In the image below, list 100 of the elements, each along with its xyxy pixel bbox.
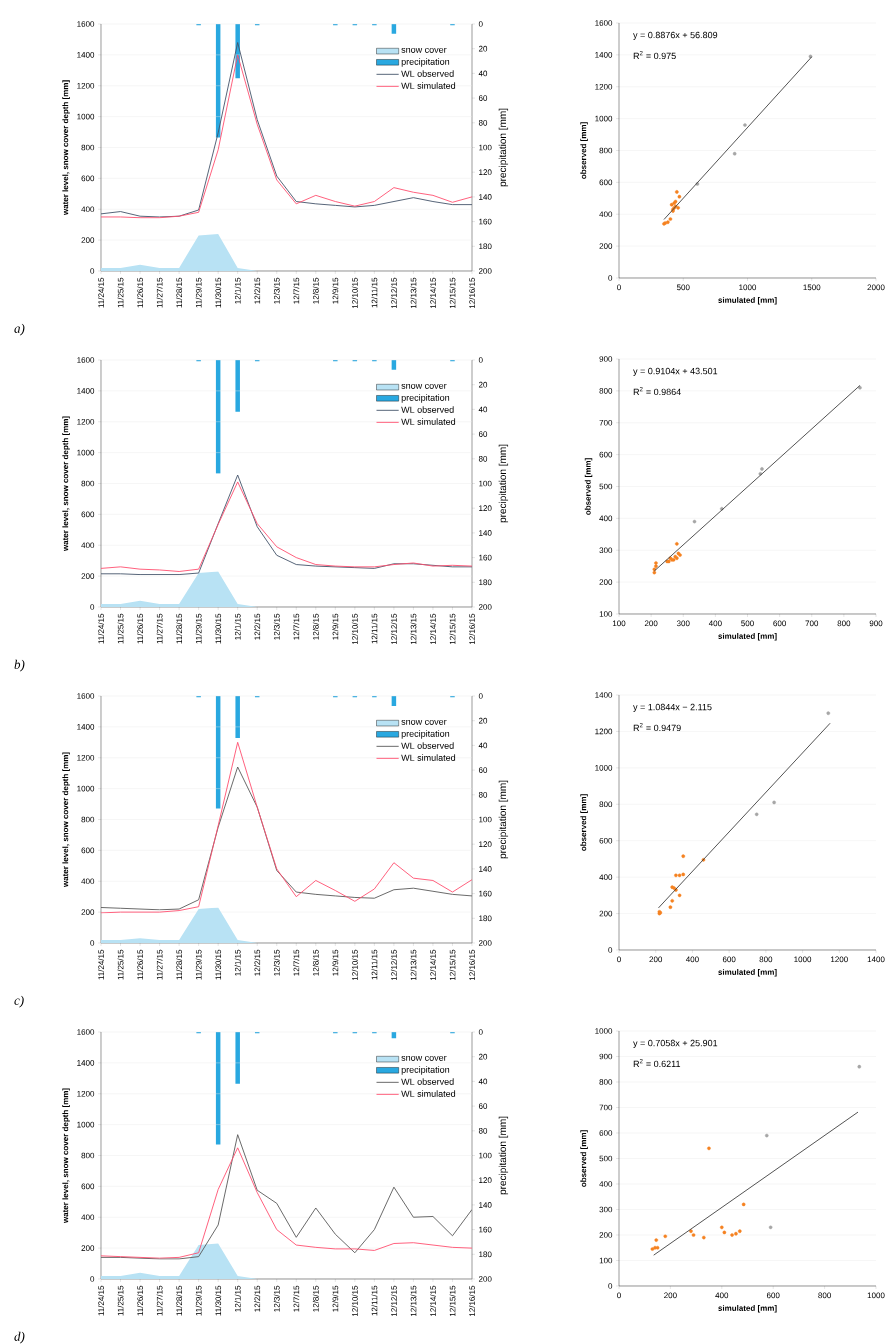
x-tick-label: 12/15/15 <box>449 613 456 645</box>
y-tick-label: 900 <box>599 1053 613 1060</box>
y-tick-label: 0 <box>90 940 95 946</box>
y-tick-label: 800 <box>599 388 613 394</box>
y-tick-label: 800 <box>599 801 613 808</box>
legend-label: WL simulated <box>401 418 456 425</box>
x-tick-label: 11/25/15 <box>117 1285 124 1316</box>
y-tick-label: 1400 <box>77 52 95 58</box>
y2-axis-title: precipitation [mm] <box>498 1116 509 1195</box>
y-tick-label: 800 <box>599 1079 613 1085</box>
annotation: y = 0.9104x + 43.501 <box>633 367 718 376</box>
x-axis-title: simulated [mm] <box>718 1305 777 1313</box>
y2-tick-label: 140 <box>479 1202 492 1208</box>
x-tick-label: 12/9/15 <box>332 613 339 640</box>
y-tick-label: 800 <box>599 147 613 154</box>
y2-tick-label: 80 <box>478 791 488 798</box>
y-tick-label: 1000 <box>77 1121 95 1128</box>
y-tick-label: 1400 <box>595 692 613 698</box>
x-tick-label: 12/13/15 <box>410 1285 417 1317</box>
x-tick-label: 600 <box>773 620 786 627</box>
y-tick-label: 0 <box>90 1276 95 1282</box>
x-tick-label: 800 <box>837 620 851 627</box>
y-tick-label: 600 <box>599 1130 613 1136</box>
x-tick-label: 200 <box>644 620 658 627</box>
x-tick-label: 12/3/15 <box>273 1285 280 1312</box>
y-tick-label: 1400 <box>77 1060 95 1066</box>
y2-axis-title: precipitation [mm] <box>498 444 509 523</box>
x-axis-title: simulated [mm] <box>718 297 777 305</box>
y-tick-label: 1600 <box>77 21 95 27</box>
x-tick-label: 0 <box>617 956 621 963</box>
x-tick-label: 11/25/15 <box>117 949 124 980</box>
y2-tick-label: 100 <box>479 144 492 151</box>
legend-label: WL observed <box>401 70 454 77</box>
y2-tick-label: 60 <box>478 431 488 437</box>
y2-tick-label: 20 <box>478 381 488 388</box>
y2-tick-label: 180 <box>479 579 492 586</box>
y2-tick-label: 0 <box>478 1029 483 1035</box>
x-tick-label: 0 <box>617 1292 621 1299</box>
x-tick-label: 11/29/15 <box>195 949 202 980</box>
x-tick-label: 12/3/15 <box>273 277 280 304</box>
x-tick-label: 1000 <box>739 284 757 291</box>
y-tick-label: 1000 <box>595 1028 613 1034</box>
y-axis-title: observed [mm] <box>584 458 593 515</box>
y2-tick-label: 60 <box>478 1103 488 1109</box>
x-tick-label: 400 <box>685 956 699 963</box>
x-tick-label: 400 <box>715 1292 729 1299</box>
legend-label: WL simulated <box>401 1090 456 1097</box>
x-tick-label: 12/11/15 <box>371 613 378 644</box>
y-tick-label: 1400 <box>77 724 95 730</box>
x-tick-label: 11/27/15 <box>156 949 163 980</box>
legend-label: precipitation <box>401 730 450 739</box>
x-tick-label: 12/9/15 <box>332 1285 339 1312</box>
x-tick-label: 12/11/15 <box>371 1285 378 1316</box>
y2-tick-label: 40 <box>478 70 488 77</box>
x-tick-label: 200 <box>664 1292 677 1299</box>
legend-label: snow cover <box>401 1055 447 1061</box>
y-tick-label: 200 <box>599 910 613 917</box>
x-tick-label: 12/13/15 <box>410 277 417 309</box>
y-tick-label: 400 <box>81 878 95 885</box>
y2-tick-label: 200 <box>478 604 492 610</box>
y2-tick-label: 0 <box>478 21 483 27</box>
x-tick-label: 800 <box>818 1292 831 1299</box>
x-tick-label: 12/1/15 <box>234 613 241 640</box>
x-tick-label: 11/28/15 <box>176 949 183 980</box>
x-tick-label: 12/3/15 <box>273 949 280 976</box>
x-tick-label: 11/27/15 <box>156 277 163 308</box>
x-tick-label: 12/15/15 <box>449 277 456 309</box>
y-axis-title: observed [mm] <box>580 1130 588 1187</box>
y2-tick-label: 140 <box>479 194 492 200</box>
y2-tick-label: 160 <box>479 890 492 897</box>
x-tick-label: 12/12/15 <box>390 277 397 309</box>
y2-tick-label: 200 <box>478 1276 492 1282</box>
y2-tick-label: 160 <box>479 218 492 225</box>
x-tick-label: 11/24/15 <box>98 613 104 644</box>
y-tick-label: 1000 <box>77 785 95 792</box>
x-tick-label: 12/2/15 <box>254 1285 261 1312</box>
y-tick-label: 300 <box>599 1206 613 1213</box>
y-tick-label: 200 <box>599 243 613 249</box>
y-tick-label: 800 <box>81 1152 95 1159</box>
x-tick-label: 12/10/15 <box>351 613 358 645</box>
y-tick-label: 900 <box>599 356 613 362</box>
x-tick-label: 12/10/15 <box>351 1285 358 1317</box>
x-tick-label: 12/16/15 <box>469 277 475 309</box>
y2-tick-label: 180 <box>479 1251 492 1258</box>
x-tick-label: 600 <box>722 956 736 963</box>
y2-tick-label: 120 <box>479 841 492 848</box>
x-tick-label: 12/12/15 <box>390 1285 397 1317</box>
x-tick-label: 12/2/15 <box>254 949 261 976</box>
x-tick-label: 11/26/15 <box>137 613 143 644</box>
x-tick-label: 1200 <box>831 956 848 963</box>
y-tick-label: 1400 <box>595 52 613 58</box>
x-tick-label: 11/29/15 <box>195 1285 202 1316</box>
y-axis-title: water level, snow cover depth [mm] <box>62 80 70 216</box>
y-tick-label: 400 <box>81 542 95 549</box>
annotation: R$^{2}$ = 0.9479 <box>633 722 681 732</box>
y-tick-label: 0 <box>90 268 95 274</box>
y2-tick-label: 140 <box>479 866 492 872</box>
y2-tick-label: 180 <box>479 243 492 250</box>
x-tick-label: 500 <box>676 284 690 291</box>
y-tick-label: 1200 <box>595 83 613 90</box>
